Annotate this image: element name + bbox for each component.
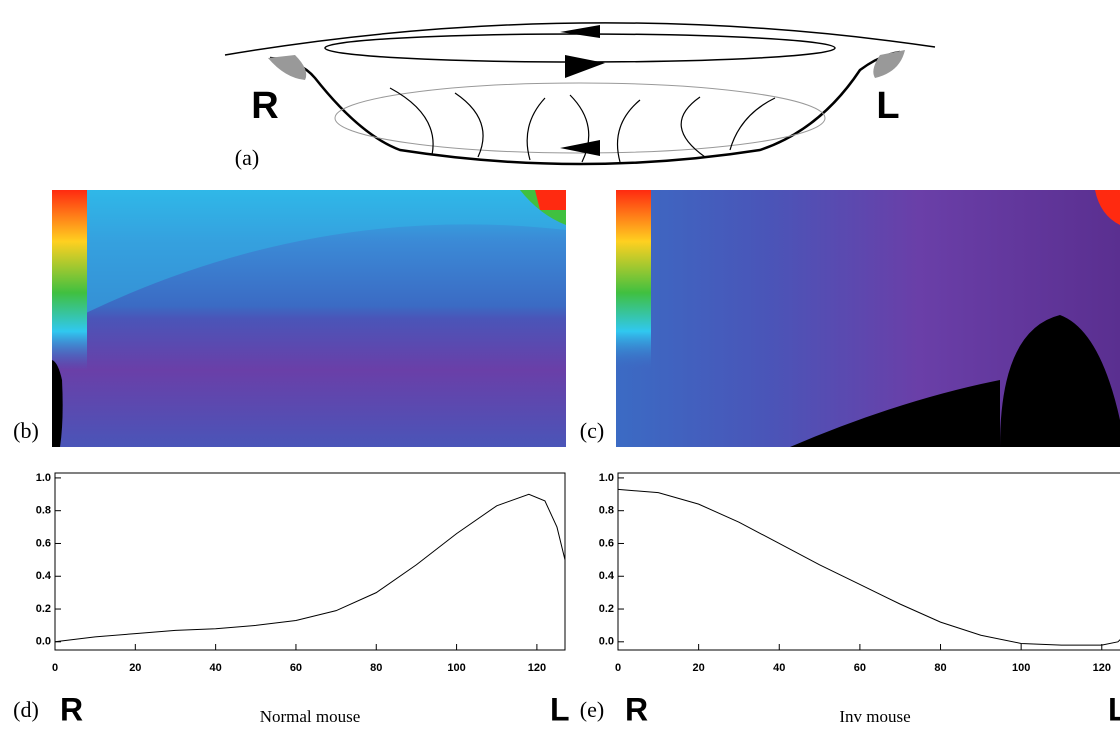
x-tick-label: 0 <box>52 662 58 674</box>
diagram-left: R <box>251 85 278 127</box>
x-tick-label: 20 <box>693 662 705 674</box>
right-label: L <box>1108 691 1120 727</box>
heatmap <box>616 190 1120 447</box>
y-tick-label: 0.4 <box>36 570 52 582</box>
figure: R L (a) (b) (c) (d) (e) 0.0 0.2 0.4 0.6 0.8 1… <box>0 0 1120 729</box>
y-tick-label: 0.2 <box>599 603 614 615</box>
y-tick-label: 1.0 <box>36 472 51 484</box>
page: {"panels":{"a":"(a)","b":"(b)","c":"(c)"… <box>0 0 1120 729</box>
x-tick-label: 120 <box>528 662 546 674</box>
panel-label: (b) <box>13 418 39 443</box>
panel-label: (c) <box>580 418 604 443</box>
caption: Normal mouse <box>260 707 361 726</box>
x-tick-label: 120 <box>1093 662 1111 674</box>
diagram-right: L <box>876 85 899 127</box>
caption: Inv mouse <box>839 707 910 726</box>
panel-label: (a) <box>235 145 259 170</box>
plot-frame <box>55 473 565 650</box>
y-tick-label: 0.0 <box>599 636 614 648</box>
left-label: R <box>625 691 648 727</box>
y-tick-label: 0.2 <box>36 603 51 615</box>
plot-frame <box>618 473 1120 650</box>
x-tick-label: 0 <box>615 662 621 674</box>
x-tick-label: 100 <box>1012 662 1030 674</box>
left-label: R <box>60 691 83 727</box>
x-tick-label: 20 <box>129 662 141 674</box>
x-tick-label: 80 <box>934 662 946 674</box>
x-tick-label: 100 <box>447 662 465 674</box>
y-tick-label: 1.0 <box>599 472 614 484</box>
line <box>618 489 1120 645</box>
x-tick-label: 40 <box>210 662 222 674</box>
panel-label: (e) <box>580 697 604 722</box>
x-tick-label: 80 <box>370 662 382 674</box>
y-tick-label: 0.6 <box>36 537 51 549</box>
diagram <box>225 23 935 164</box>
right-label: L <box>550 691 570 727</box>
line <box>55 494 565 642</box>
y-tick-label: 0.8 <box>36 505 51 517</box>
y-tick-label: 0.8 <box>599 505 614 517</box>
panel-label: (d) <box>13 697 39 722</box>
x-tick-label: 60 <box>854 662 866 674</box>
x-tick-label: 60 <box>290 662 302 674</box>
heatmap <box>52 190 566 447</box>
y-tick-label: 0.6 <box>599 537 614 549</box>
y-tick-label: 0.0 <box>36 636 51 648</box>
x-tick-label: 40 <box>773 662 785 674</box>
y-tick-label: 0.4 <box>599 570 615 582</box>
